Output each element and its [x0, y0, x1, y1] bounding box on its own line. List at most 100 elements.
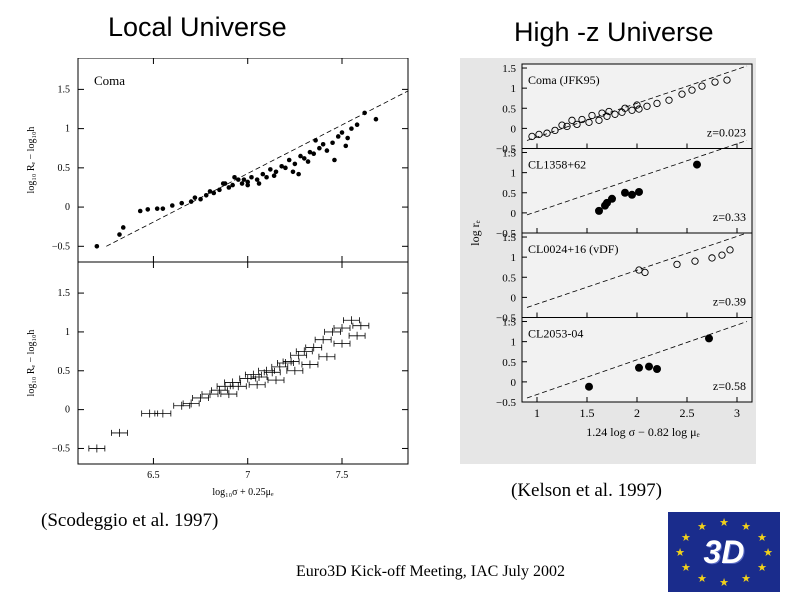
- data-point-open: [688, 86, 696, 94]
- data-point: [286, 157, 292, 163]
- redshift-label: z=0.39: [713, 295, 746, 309]
- data-point: [137, 208, 143, 214]
- data-point: [292, 161, 298, 167]
- data-point-open: [563, 122, 571, 131]
- y-axis-label: log₁₀ Rₑ − log₁₀h: [26, 127, 37, 194]
- data-point-errorbar: [192, 393, 209, 402]
- data-point-errorbar: [173, 401, 191, 410]
- data-point-errorbar: [267, 376, 285, 385]
- x-tick-label: 1: [534, 406, 540, 420]
- data-point-open: [621, 104, 629, 112]
- data-point: [362, 110, 367, 116]
- y-tick-label: −0.5: [52, 443, 70, 454]
- x-tick-label: 7.5: [336, 470, 349, 481]
- data-point: [260, 171, 266, 177]
- data-point: [249, 174, 254, 180]
- data-point-open: [603, 112, 611, 120]
- star-icon: ★: [757, 562, 767, 574]
- data-point: [307, 149, 313, 155]
- data-point-errorbar: [182, 399, 200, 408]
- data-point: [317, 145, 322, 151]
- data-point: [117, 232, 122, 237]
- data-point-filled: [635, 187, 643, 196]
- subpanel-frame: [521, 232, 753, 318]
- data-point-open: [543, 129, 551, 137]
- data-point-open: [635, 266, 643, 274]
- data-point-open: [598, 109, 606, 117]
- data-point: [232, 174, 237, 180]
- data-point: [217, 187, 222, 193]
- kelson-citation: (Kelson et al. 1997): [511, 480, 662, 501]
- data-point-filled: [645, 362, 653, 371]
- data-point: [268, 167, 273, 172]
- data-point: [235, 177, 241, 182]
- subpanel-label: CL1358+62: [528, 158, 586, 172]
- data-point: [254, 177, 260, 182]
- data-point: [211, 190, 217, 196]
- data-point: [301, 156, 307, 161]
- y-tick-label: 1: [511, 83, 517, 95]
- redshift-label: z=0.023: [707, 126, 746, 140]
- data-point-filled: [635, 363, 643, 372]
- y-tick-label: −0.5: [52, 241, 70, 252]
- data-point-open: [595, 116, 603, 124]
- subpanel-label: CL2053-04: [528, 327, 583, 341]
- data-point: [332, 157, 337, 163]
- data-point-filled: [595, 206, 603, 215]
- y-tick-label: 1.5: [58, 84, 71, 95]
- star-icon: ★: [719, 517, 729, 529]
- data-point-errorbar: [343, 316, 360, 325]
- data-point-errorbar: [154, 409, 172, 418]
- data-point-open: [578, 115, 586, 124]
- data-point-open: [588, 111, 596, 120]
- y-tick-label: 1: [511, 337, 517, 349]
- y-tick-label: 1.5: [502, 63, 516, 75]
- data-point: [354, 122, 360, 127]
- euro3d-logo: ★ ★ ★ ★ ★ ★ ★ ★ ★ ★ ★ ★ 3D: [668, 512, 780, 592]
- data-point-open: [673, 260, 681, 269]
- y-tick-label: 0: [511, 292, 517, 304]
- data-point-filled: [585, 382, 593, 391]
- fit-line: [526, 140, 748, 216]
- y-axis-label: log₁₀ Rₑ − log₁₀h: [26, 330, 37, 397]
- y-tick-label: 1.5: [58, 288, 71, 299]
- y-tick-label: 0: [511, 208, 517, 220]
- subpanel-label: Coma (JFK95): [528, 73, 600, 87]
- data-point-errorbar: [318, 352, 336, 361]
- y-tick-label: 1: [511, 168, 517, 180]
- data-point-errorbar: [220, 390, 238, 399]
- data-point-open: [665, 96, 673, 104]
- data-point: [179, 200, 185, 206]
- data-point: [239, 181, 245, 186]
- data-point-errorbar: [314, 335, 332, 344]
- data-point: [335, 134, 341, 139]
- data-point-filled: [621, 188, 629, 197]
- data-point-open: [698, 82, 706, 90]
- x-tick-label: 2.5: [680, 406, 695, 420]
- data-point-open: [568, 116, 576, 124]
- data-point-open: [585, 118, 593, 126]
- y-tick-label: 1.5: [502, 317, 516, 329]
- star-ring-icon: ★ ★ ★ ★ ★ ★ ★ ★ ★ ★ ★ ★: [675, 517, 773, 589]
- data-point-errorbar: [333, 339, 351, 348]
- data-point: [349, 126, 354, 131]
- data-point: [283, 165, 288, 171]
- data-point-errorbar: [348, 331, 366, 340]
- y-tick-label: 0.5: [502, 272, 516, 284]
- data-point-errorbar: [333, 324, 351, 333]
- data-point: [290, 169, 296, 175]
- y-tick-label: −0.5: [496, 397, 516, 409]
- data-point-open: [678, 90, 686, 98]
- data-point-open: [633, 101, 641, 109]
- x-tick-label: 7: [245, 470, 250, 481]
- y-tick-label: −0.5: [496, 313, 516, 325]
- fit-line: [106, 90, 409, 247]
- y-tick-label: −0.5: [496, 144, 516, 156]
- data-point: [198, 196, 203, 202]
- data-point-open: [641, 268, 649, 277]
- data-point: [313, 138, 318, 143]
- data-point-open: [718, 251, 726, 259]
- star-icon: ★: [741, 573, 751, 585]
- data-point-open: [726, 246, 734, 254]
- y-tick-label: 0.5: [58, 163, 71, 174]
